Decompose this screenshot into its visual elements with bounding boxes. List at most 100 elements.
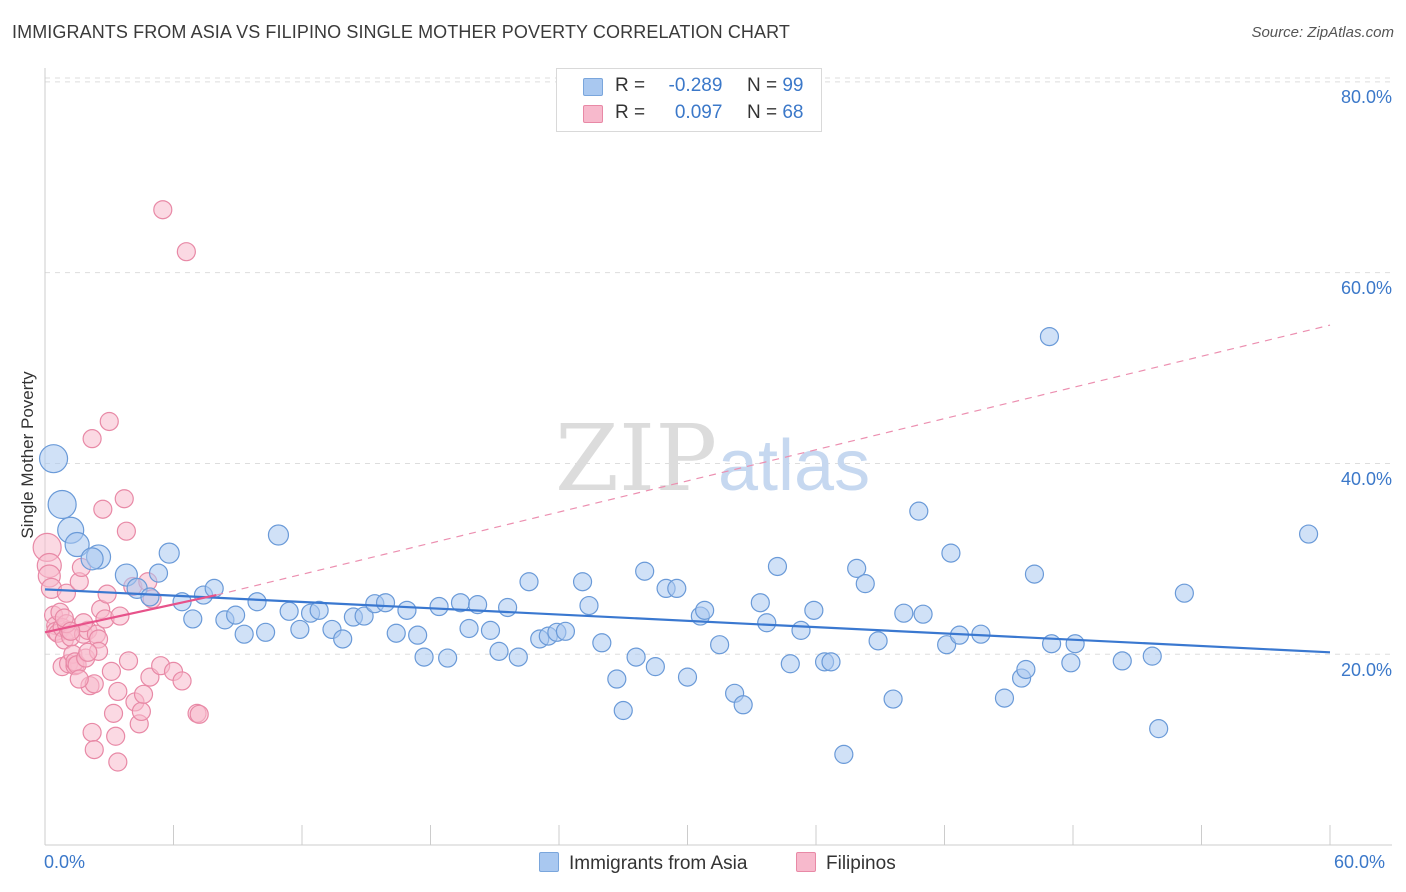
- zipatlas-watermark: ZIP atlas: [555, 405, 870, 512]
- source-credit: Source: ZipAtlas.com: [1251, 24, 1394, 41]
- point-filipinos: [108, 681, 128, 702]
- point-asia: [645, 657, 665, 677]
- point-filipinos: [69, 669, 89, 689]
- point-filipinos: [131, 701, 151, 722]
- point-asia: [855, 574, 875, 594]
- point-asia: [309, 600, 329, 620]
- point-asia: [592, 633, 612, 653]
- legend-r-value: -0.289: [668, 75, 723, 96]
- point-asia: [183, 609, 203, 629]
- point-asia: [333, 629, 353, 649]
- point-asia: [883, 689, 903, 709]
- point-asia: [47, 489, 77, 520]
- point-filipinos: [108, 752, 128, 772]
- trend-lines: [44, 324, 1331, 654]
- y-tick-label-60: 60.0%: [1340, 278, 1392, 298]
- point-asia: [847, 558, 867, 578]
- point-asia: [913, 604, 933, 624]
- point-asia: [375, 593, 396, 613]
- point-asia: [234, 624, 254, 644]
- bottom-legend-swatch-filipinos: [796, 852, 816, 872]
- point-asia: [64, 531, 90, 558]
- point-filipinos: [97, 584, 117, 604]
- legend-n-value: 68: [782, 102, 804, 123]
- point-asia: [414, 647, 434, 667]
- point-asia: [1039, 326, 1060, 347]
- point-filipinos: [189, 704, 209, 724]
- point-asia: [438, 648, 458, 668]
- legend-n-label: N =: [746, 75, 778, 96]
- point-asia: [290, 619, 310, 640]
- point-filipinos: [172, 671, 192, 691]
- legend-n-value: 99: [782, 75, 804, 96]
- bottom-legend-label-asia: Immigrants from Asia: [569, 853, 748, 874]
- point-asia: [733, 695, 753, 715]
- point-asia: [607, 669, 627, 689]
- point-asia: [710, 635, 730, 655]
- point-asia: [868, 631, 888, 651]
- point-asia: [408, 625, 428, 645]
- point-filipinos: [106, 726, 126, 746]
- legend-swatch-filipinos: [583, 105, 603, 123]
- point-filipinos: [84, 740, 104, 760]
- x-tick-label-max: 60.0%: [1334, 852, 1386, 872]
- point-asia: [140, 587, 160, 607]
- point-asia: [508, 647, 528, 667]
- bottom-legend-filipinos: Filipinos: [796, 852, 896, 875]
- y-tick-label-80: 80.0%: [1340, 87, 1392, 107]
- point-asia: [480, 620, 501, 640]
- point-asia: [626, 647, 646, 667]
- chart-title: IMMIGRANTS FROM ASIA VS FILIPINO SINGLE …: [12, 22, 790, 42]
- point-filipinos: [82, 429, 102, 449]
- legend-n-label: N =: [746, 102, 778, 123]
- point-asia: [1298, 524, 1319, 544]
- point-asia: [677, 667, 698, 687]
- trend-line-asia: [44, 588, 1331, 654]
- point-asia: [1174, 583, 1194, 603]
- point-filipinos: [153, 200, 173, 220]
- point-asia: [397, 600, 417, 620]
- point-asia: [459, 618, 479, 639]
- point-asia: [767, 556, 788, 577]
- gridlines: [45, 77, 1392, 655]
- point-asia: [158, 542, 180, 564]
- point-filipinos: [114, 489, 134, 509]
- legend-swatch-asia: [583, 78, 603, 96]
- y-tick-label-20: 20.0%: [1340, 660, 1392, 680]
- point-asia: [226, 605, 246, 625]
- point-filipinos: [82, 722, 102, 743]
- point-asia: [386, 623, 406, 643]
- point-filipinos: [78, 642, 98, 662]
- point-asia: [579, 595, 599, 616]
- point-asia: [791, 620, 811, 640]
- point-filipinos: [56, 583, 77, 603]
- point-asia: [148, 563, 169, 583]
- point-asia: [267, 524, 290, 546]
- point-asia: [757, 613, 777, 633]
- point-asia: [255, 622, 276, 642]
- point-asia: [1149, 719, 1169, 739]
- point-asia: [1024, 564, 1045, 584]
- point-filipinos: [116, 521, 136, 541]
- point-asia: [937, 635, 957, 655]
- point-filipinos: [99, 411, 119, 432]
- point-filipinos: [118, 651, 139, 671]
- point-asia: [489, 641, 509, 661]
- correlation-legend: R = -0.289 N = 99 R = 0.097 N = 68: [556, 68, 822, 132]
- point-asia: [519, 572, 539, 592]
- y-tick-label-40: 40.0%: [1340, 469, 1392, 489]
- trend-line-filipinos: [44, 594, 217, 634]
- bottom-legend-label-filipinos: Filipinos: [826, 853, 896, 874]
- watermark-atlas: atlas: [718, 426, 870, 506]
- point-asia: [429, 596, 449, 617]
- point-asia: [468, 595, 488, 615]
- point-asia: [1112, 651, 1132, 671]
- point-asia: [613, 700, 633, 721]
- bottom-legend-asia: Immigrants from Asia: [539, 852, 747, 875]
- point-asia: [780, 654, 800, 674]
- point-asia: [354, 606, 374, 626]
- point-asia: [909, 501, 929, 521]
- point-asia: [667, 578, 687, 599]
- point-filipinos: [93, 499, 113, 519]
